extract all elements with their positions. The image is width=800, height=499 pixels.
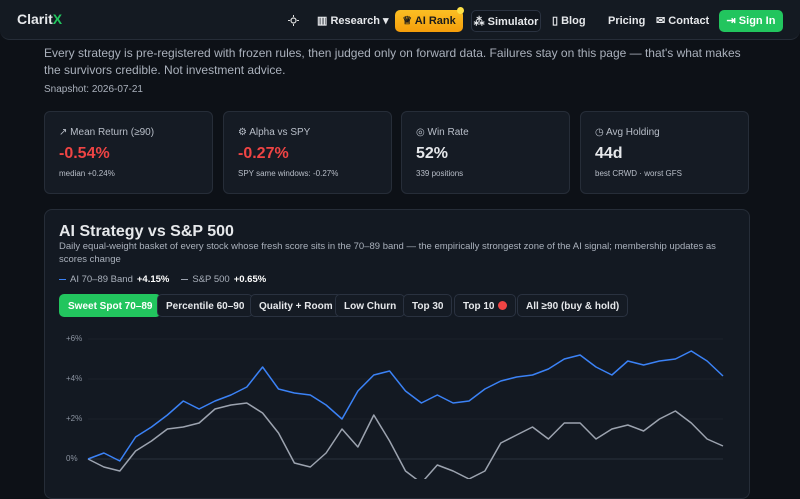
series-line <box>87 402 724 479</box>
card-label: ◷ Avg Holding <box>595 127 660 138</box>
tab-label: Low Churn <box>344 301 397 312</box>
card-value: -0.54% <box>59 145 110 162</box>
card-label: ⚙ Alpha vs SPY <box>238 127 311 138</box>
label-text: Mean Return (≥90) <box>70 127 155 138</box>
tab-label: Top 30 <box>412 301 444 312</box>
tab-label: Sweet Spot 70–89 <box>68 301 153 312</box>
nav-label: Pricing <box>608 15 646 27</box>
legend-item[interactable]: AI 70–89 Band +4.15% <box>59 274 169 285</box>
nav-label: AI Rank <box>414 15 456 27</box>
y-tick-label: +2% <box>66 414 82 423</box>
tab[interactable]: Sweet Spot 70–89 <box>59 294 162 317</box>
nav-research[interactable]: ▥ Research ▾ <box>317 15 389 27</box>
sign-in-button[interactable]: ⇥ Sign In <box>719 10 783 32</box>
legend-label: AI 70–89 Band <box>70 274 133 285</box>
tab-label: Top 10 <box>463 301 495 312</box>
card-label: ◎ Win Rate <box>416 127 469 138</box>
card-value: 52% <box>416 145 449 162</box>
chart: 0% +2% +4% +6% <box>66 334 724 479</box>
legend-swatch <box>181 278 189 281</box>
snapshot: Snapshot: 2026-07-21 <box>44 84 143 95</box>
y-tick-label: +4% <box>66 374 82 383</box>
legend-total: +4.15% <box>136 274 170 285</box>
stat-card: ↗ Mean Return (≥90) -0.54% median +0.24% <box>44 111 213 194</box>
tab[interactable]: Percentile 60–90 <box>157 294 254 317</box>
nav-simulator[interactable]: ⁂ Simulator <box>471 10 541 32</box>
card-sub: best CRWD · worst GFS <box>595 169 682 178</box>
tab[interactable]: Top 30 <box>403 294 453 317</box>
series-line <box>87 350 724 462</box>
tab-label: All ≥90 (buy & hold) <box>526 301 620 312</box>
card-label: ↗ Mean Return (≥90) <box>59 127 155 138</box>
tab-label: Percentile 60–90 <box>166 301 245 312</box>
nav-ai-rank[interactable]: ♕ AI Rank <box>395 10 463 32</box>
tab[interactable]: Low Churn <box>335 294 406 317</box>
card-value: 44d <box>595 145 623 162</box>
nav-label: Contact <box>668 15 710 27</box>
logo-mark: X <box>52 11 63 27</box>
stat-card: ⚙ Alpha vs SPY -0.27% SPY same windows: -0… <box>223 111 392 194</box>
nav-contact[interactable]: ✉ Contact <box>656 15 710 27</box>
card-sub: 339 positions <box>416 169 464 178</box>
stat-card: ◎ Win Rate 52% 339 positions <box>401 111 570 194</box>
theme-toggle[interactable] <box>288 15 299 26</box>
logo-text: Clarit <box>17 11 53 27</box>
y-tick-label: +6% <box>66 334 82 343</box>
card-sub: SPY same windows: -0.27% <box>238 169 339 178</box>
legend-item[interactable]: S&P 500 +0.65% <box>181 274 266 285</box>
intro-text: Every strategy is pre-registered with fr… <box>44 46 741 77</box>
chart-panel <box>44 209 750 499</box>
card-value: -0.27% <box>238 145 289 162</box>
tab-label: Quality + Room <box>259 301 333 312</box>
chart-title: AI Strategy vs S&P 500 <box>59 223 234 240</box>
label-text: Avg Holding <box>605 127 660 138</box>
stop-icon <box>498 301 508 310</box>
chart-subtitle: Daily equal-weight basket of every stock… <box>59 241 716 265</box>
button-label: Sign In <box>738 15 776 27</box>
legend-total: +0.65% <box>233 274 267 285</box>
badge-dot <box>457 7 464 14</box>
label-text: Alpha vs SPY <box>249 127 311 138</box>
legend-label: S&P 500 <box>192 274 230 285</box>
nav-blog[interactable]: ▯ Blog <box>552 15 586 27</box>
y-tick-label: 0% <box>66 454 78 463</box>
legend-swatch <box>59 278 66 281</box>
card-sub: median +0.24% <box>59 169 115 178</box>
tab[interactable]: Top 10 <box>454 294 517 317</box>
stat-card: ◷ Avg Holding 44d best CRWD · worst GFS <box>580 111 749 194</box>
logo[interactable]: ClaritX <box>17 11 62 27</box>
label-text: Win Rate <box>427 127 469 138</box>
tab[interactable]: All ≥90 (buy & hold) <box>517 294 629 317</box>
nav-label: Research <box>330 15 380 27</box>
nav-pricing[interactable]: Pricing <box>608 10 645 32</box>
legend: AI 70–89 Band +4.15% S&P 500 +0.65% <box>59 274 278 285</box>
nav-bar: ClaritX ▥ Research ▾ ♕ AI Rank ⁂ Simulat… <box>0 0 800 40</box>
nav-label: Blog <box>561 15 586 27</box>
nav-label: Simulator <box>487 16 539 28</box>
tab[interactable]: Quality + Room <box>250 294 342 317</box>
